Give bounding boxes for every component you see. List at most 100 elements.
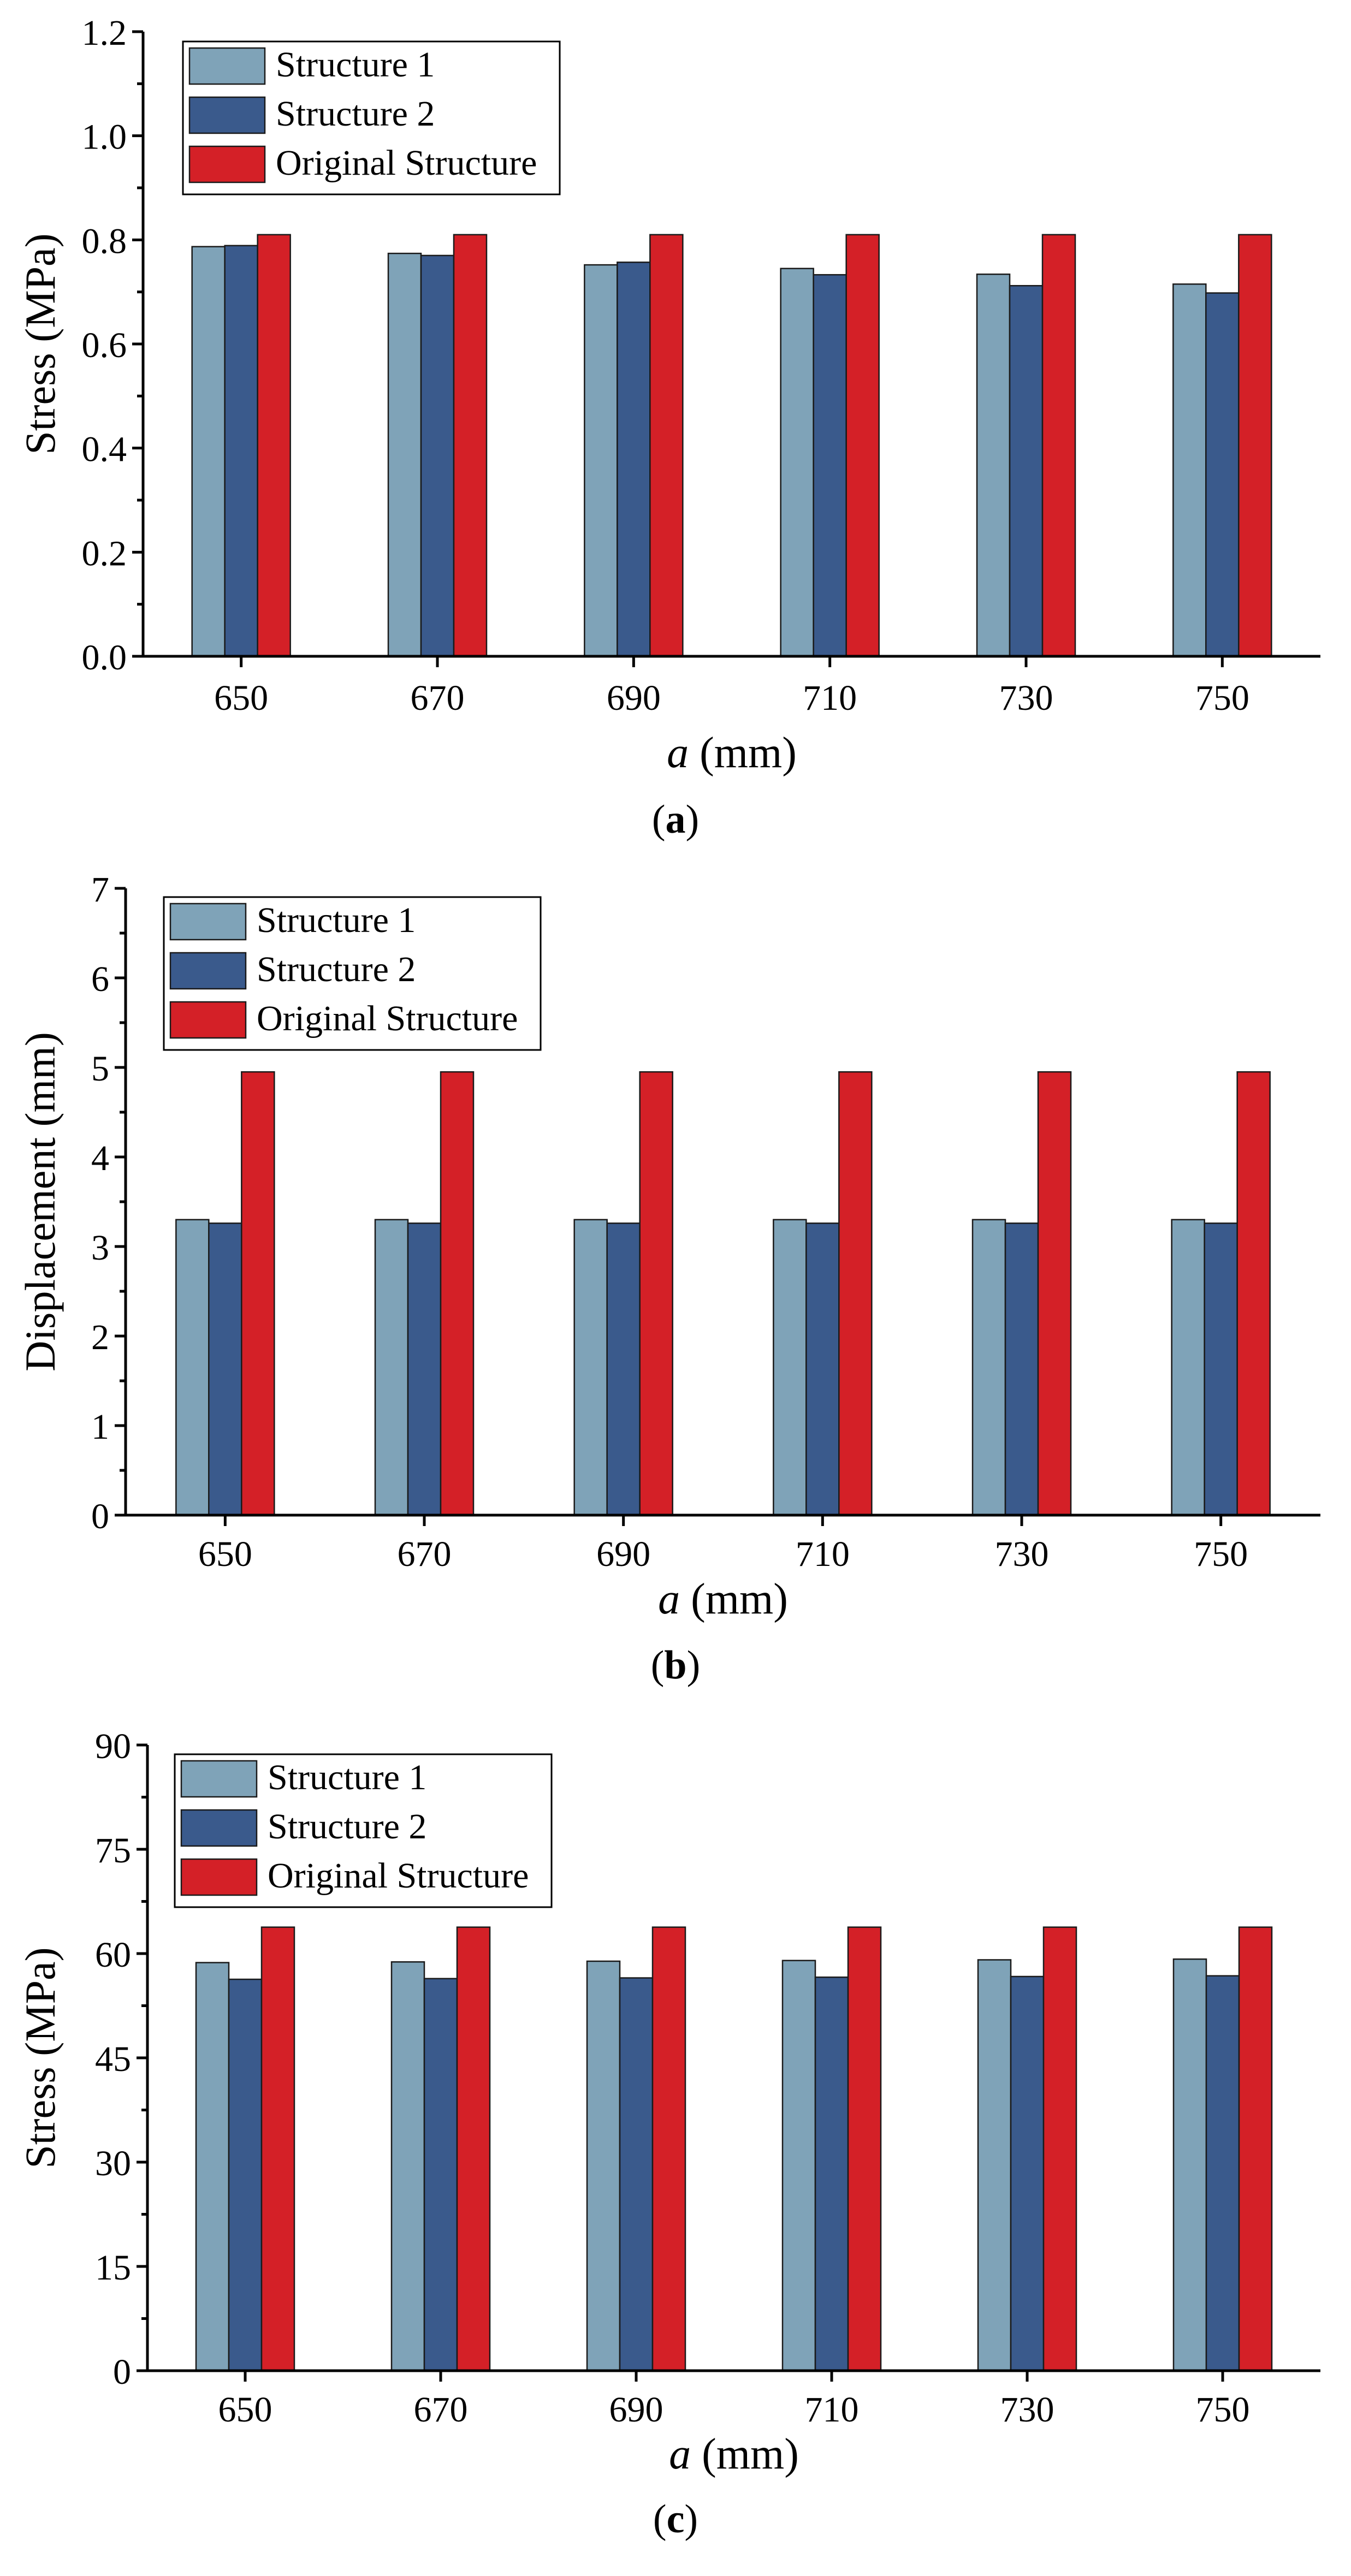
x-tick-label: 670 — [411, 678, 465, 718]
y-tick-label: 1.2 — [82, 13, 127, 53]
x-tick-label: 670 — [414, 2390, 468, 2430]
bar-structure-2-670 — [407, 1222, 442, 1516]
y-tick-label: 0 — [91, 1497, 109, 1536]
y-tick-label: 2 — [91, 1317, 109, 1357]
x-axis-label-unit: (mm) — [689, 729, 797, 777]
panel-caption-letter: c — [667, 2497, 685, 2542]
panel-caption-open: ( — [653, 2497, 667, 2542]
bar-structure-2-750 — [1205, 1975, 1240, 2372]
x-tick-label: 710 — [796, 1534, 850, 1574]
bar-structure-1-650 — [195, 1962, 230, 2372]
legend-label-structure-1: Structure 1 — [276, 45, 435, 85]
chart-panel-b: 0 1 2 3 4 5 6 7 650 670 690 710 730 750 Displacement (… — [16, 870, 1320, 1688]
legend-swatch-structure-1 — [188, 47, 266, 85]
panel-caption: (b) — [651, 1643, 700, 1688]
bar-structure-1-690 — [573, 1219, 608, 1516]
bar-structure-2-650 — [228, 1978, 263, 2372]
y-tick-label: 15 — [95, 2248, 131, 2288]
legend-label-structure-2: Structure 2 — [276, 94, 435, 134]
bar-structure-1-730 — [977, 1959, 1012, 2372]
bar-original-structure-710 — [847, 1926, 882, 2372]
bar-structure-1-690 — [584, 264, 618, 657]
legend-label-original-structure: Original Structure — [257, 999, 518, 1038]
legend-swatch-structure-2 — [180, 1809, 258, 1847]
legend-label-structure-2: Structure 2 — [257, 949, 416, 989]
y-tick-label: 0.6 — [82, 325, 127, 365]
y-tick-label: 90 — [95, 1726, 131, 1766]
panel-caption-close: ) — [687, 1643, 701, 1688]
x-tick-label: 730 — [1000, 2390, 1054, 2430]
y-tick-label: 60 — [95, 1935, 131, 1975]
y-tick-label: 0 — [113, 2352, 131, 2392]
legend-label-structure-2: Structure 2 — [268, 1807, 426, 1847]
y-tick-label: 4 — [91, 1138, 109, 1178]
legend-swatch-structure-2 — [188, 96, 266, 134]
x-axis-label: a (mm) — [658, 1575, 788, 1623]
bar-original-structure-690 — [649, 234, 684, 657]
y-tick-label: 6 — [91, 959, 109, 999]
bar-structure-1-650 — [191, 246, 226, 657]
legend-swatch-structure-1 — [180, 1760, 258, 1798]
panel-caption-close: ) — [684, 2497, 698, 2542]
bar-structure-2-690 — [619, 1977, 654, 2372]
bar-structure-1-750 — [1172, 283, 1207, 657]
bar-original-structure-750 — [1236, 1071, 1271, 1516]
bar-original-structure-730 — [1037, 1071, 1072, 1516]
bar-structure-2-730 — [1009, 284, 1044, 657]
y-tick-label: 0.8 — [82, 221, 127, 261]
x-tick-label: 650 — [198, 1534, 252, 1574]
bar-original-structure-670 — [453, 234, 488, 657]
y-tick-label: 1.0 — [82, 117, 127, 157]
legend-swatch-original-structure — [169, 1001, 247, 1039]
y-tick-label: 30 — [95, 2144, 131, 2183]
panel-caption-letter: b — [664, 1643, 686, 1688]
bar-original-structure-670 — [456, 1926, 491, 2372]
bar-structure-2-670 — [423, 1978, 458, 2372]
legend-label-structure-1: Structure 1 — [268, 1758, 426, 1797]
x-tick-label: 710 — [805, 2390, 859, 2430]
bar-original-structure-650 — [257, 234, 291, 657]
bar-structure-1-730 — [971, 1219, 1006, 1516]
bar-original-structure-710 — [838, 1071, 873, 1516]
bar-structure-2-710 — [813, 274, 847, 657]
y-tick-label: 0.4 — [82, 430, 127, 470]
y-tick-label: 7 — [91, 870, 109, 910]
x-tick-label: 710 — [803, 678, 857, 718]
bar-structure-1-670 — [390, 1961, 425, 2372]
x-tick-label: 750 — [1195, 678, 1249, 718]
bar-structure-2-750 — [1204, 1222, 1238, 1516]
x-axis-label-variable: a — [658, 1575, 680, 1623]
y-tick-label: 45 — [95, 2039, 131, 2079]
bar-structure-2-690 — [606, 1222, 641, 1516]
bar-structure-1-670 — [387, 252, 422, 657]
bar-structure-1-710 — [781, 1960, 816, 2372]
y-tick-label: 0.0 — [82, 638, 127, 678]
bar-structure-1-710 — [773, 1219, 807, 1516]
bar-original-structure-690 — [651, 1926, 686, 2372]
x-tick-label: 650 — [214, 678, 268, 718]
chart-panel-c: 0 15 30 45 60 75 90 650 670 690 710 730 750 Stress (M… — [16, 1726, 1320, 2542]
y-tick-label: 0.2 — [82, 533, 127, 573]
bar-structure-1-750 — [1172, 1958, 1207, 2372]
x-tick-label: 690 — [609, 2390, 663, 2430]
y-tick-label: 5 — [91, 1049, 109, 1089]
bar-original-structure-670 — [440, 1071, 475, 1516]
bar-structure-1-750 — [1171, 1219, 1205, 1516]
bar-structure-2-650 — [224, 245, 258, 657]
legend-swatch-original-structure — [180, 1858, 258, 1896]
y-axis-label: Stress (MPa) — [16, 233, 64, 454]
bar-structure-1-650 — [175, 1219, 210, 1516]
legend-label-structure-1: Structure 1 — [257, 900, 416, 940]
bar-structure-2-670 — [420, 254, 455, 657]
panel-caption-letter: a — [666, 797, 686, 842]
bar-structure-1-710 — [780, 268, 814, 657]
panel-caption-close: ) — [686, 797, 700, 842]
bar-structure-2-730 — [1010, 1975, 1045, 2372]
y-axis-label: Displacement (mm) — [16, 1032, 64, 1372]
bar-original-structure-750 — [1238, 1926, 1273, 2372]
x-tick-label: 690 — [596, 1534, 650, 1574]
bar-structure-2-650 — [208, 1222, 242, 1516]
bar-original-structure-650 — [241, 1071, 275, 1516]
bar-structure-1-730 — [976, 274, 1011, 657]
